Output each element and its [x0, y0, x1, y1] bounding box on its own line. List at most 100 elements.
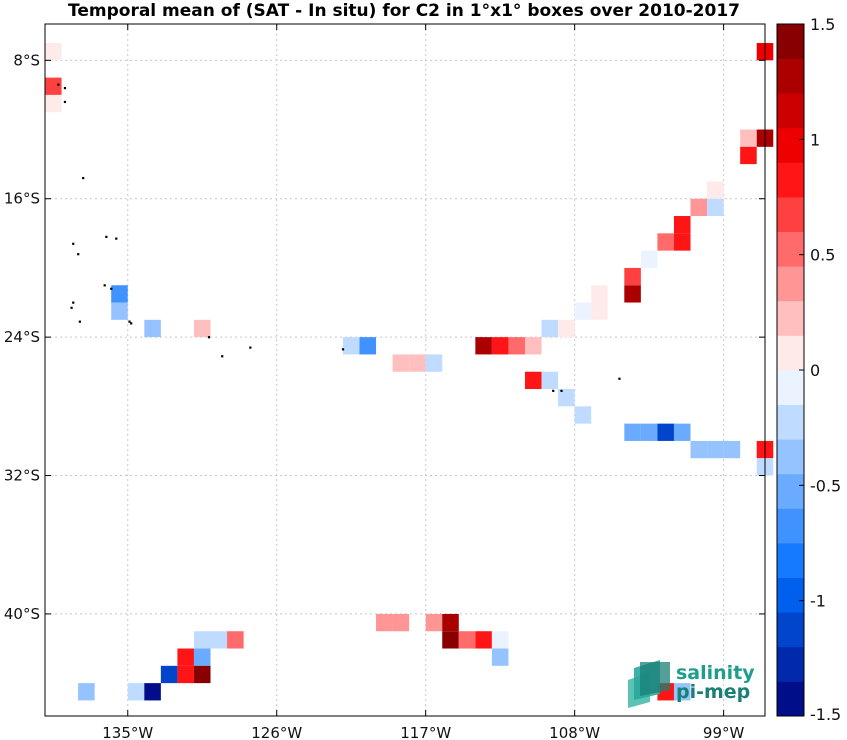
- colorbar-step: [777, 681, 804, 717]
- y-tick-label: 8°S: [13, 51, 40, 69]
- island-marker: [221, 355, 224, 358]
- logo-text-pimep: pi-mep: [676, 681, 750, 703]
- island-marker: [72, 242, 75, 245]
- heatmap-cell: [690, 440, 708, 459]
- heatmap-cell: [673, 683, 691, 701]
- heatmap-cell: [657, 423, 674, 441]
- colorbar-steps: [777, 24, 804, 717]
- heatmap-cell: [508, 337, 525, 355]
- island-marker: [82, 176, 85, 180]
- colorbar-step: [777, 93, 804, 129]
- heatmap-cell: [558, 389, 575, 407]
- heatmap-cell: [160, 665, 178, 684]
- heatmap-cell: [707, 198, 724, 217]
- plot-frame: [44, 23, 766, 717]
- colorbar-step: [777, 404, 804, 440]
- colorbar-step: [777, 231, 804, 267]
- heatmap-cell: [640, 423, 658, 441]
- colorbar-step: [777, 646, 804, 682]
- island-marker: [78, 320, 81, 323]
- x-tick-label: 108°W: [549, 724, 600, 740]
- heatmap-cell: [425, 354, 443, 372]
- island-marker: [63, 100, 67, 104]
- heatmap-cell: [574, 302, 592, 320]
- heatmap-cell: [574, 406, 592, 424]
- island-marker: [130, 322, 133, 325]
- colorbar-step: [777, 577, 804, 613]
- heatmap-cell: [442, 613, 459, 632]
- heatmap-cell: [740, 129, 757, 147]
- heatmap-cell: [591, 285, 608, 303]
- heatmap-cell: [177, 665, 194, 684]
- y-axis-ticks: 8°S 16°S 24°S 32°S 40°S: [4, 51, 765, 623]
- heatmap-cell: [144, 319, 161, 338]
- heatmap-cell: [673, 233, 691, 251]
- heatmap-cell: [227, 631, 244, 649]
- heatmap-cell: [45, 94, 62, 113]
- colorbar-step: [777, 439, 804, 475]
- heatmap-cell: [144, 683, 161, 701]
- heatmap-cell: [723, 440, 741, 459]
- x-tick-label: 99°W: [703, 724, 745, 740]
- island-marker: [110, 287, 113, 290]
- island-marker: [77, 253, 80, 256]
- colorbar-tick-label: 0: [810, 361, 820, 380]
- island-marker: [72, 301, 75, 304]
- heatmap-cell: [342, 337, 360, 355]
- heatmap-cell: [525, 337, 542, 355]
- colorbar-step: [777, 58, 804, 94]
- island-marker: [115, 237, 118, 240]
- heatmap-cell: [707, 440, 724, 459]
- heatmap-cell: [657, 233, 674, 251]
- island-marker: [105, 235, 108, 238]
- y-tick-label: 24°S: [4, 328, 40, 346]
- heatmap-cell: [111, 302, 128, 320]
- heatmap-cell: [624, 285, 641, 303]
- heatmap-cell: [45, 43, 62, 61]
- heatmap-cell: [392, 613, 410, 632]
- heatmap-cell: [591, 302, 608, 320]
- heatmap-cell: [690, 198, 708, 217]
- heatmap-cell: [392, 354, 410, 372]
- colorbar-tick-label: -1.5: [810, 705, 841, 724]
- heatmap-cell: [624, 267, 641, 286]
- heatmap-cell: [45, 77, 62, 95]
- island-marker: [103, 284, 106, 287]
- logo-text-salinity: salinity: [676, 662, 755, 684]
- colorbar-step: [777, 300, 804, 336]
- colorbar-tick-label: -1: [810, 592, 826, 611]
- y-tick-label: 16°S: [4, 190, 40, 208]
- x-axis-ticks: 135°W 126°W 117°W 108°W 99°W: [102, 24, 744, 740]
- island-marker: [63, 87, 67, 90]
- heatmap-cell: [193, 665, 211, 684]
- heatmap-cell: [491, 631, 509, 649]
- heatmap-cell: [525, 371, 542, 390]
- colorbar-step: [777, 266, 804, 302]
- heatmap-cell: [624, 423, 641, 441]
- colorbar-step: [777, 162, 804, 198]
- heatmap-cell: [475, 631, 492, 649]
- heatmap-cell: [177, 648, 194, 666]
- colorbar: -1.5 -1 -0.5 0 0.5 1 1.5: [776, 15, 841, 724]
- heatmap-cell: [111, 285, 128, 303]
- x-tick-label: 126°W: [251, 724, 302, 740]
- colorbar-step: [777, 370, 804, 405]
- colorbar-step: [777, 612, 804, 648]
- heatmap-cell: [707, 181, 724, 199]
- heatmap-cell: [193, 648, 211, 666]
- colorbar-step: [777, 24, 804, 59]
- plot-area: 135°W 126°W 117°W 108°W 99°W 8°S 16°S 24°S 32°S…: [4, 23, 774, 740]
- colorbar-step: [777, 508, 804, 544]
- island-marker: [618, 377, 621, 380]
- island-marker: [249, 346, 252, 349]
- island-marker: [70, 306, 73, 309]
- y-tick-label: 32°S: [4, 467, 40, 485]
- heatmap-cell: [210, 631, 228, 649]
- heatmap-cell: [442, 631, 459, 649]
- land-islands: [57, 83, 621, 392]
- heatmap-cell: [541, 319, 559, 338]
- colorbar-tick-label: 1: [810, 130, 820, 149]
- colorbar-tick-label: 0.5: [810, 246, 835, 265]
- x-tick-label: 135°W: [102, 724, 153, 740]
